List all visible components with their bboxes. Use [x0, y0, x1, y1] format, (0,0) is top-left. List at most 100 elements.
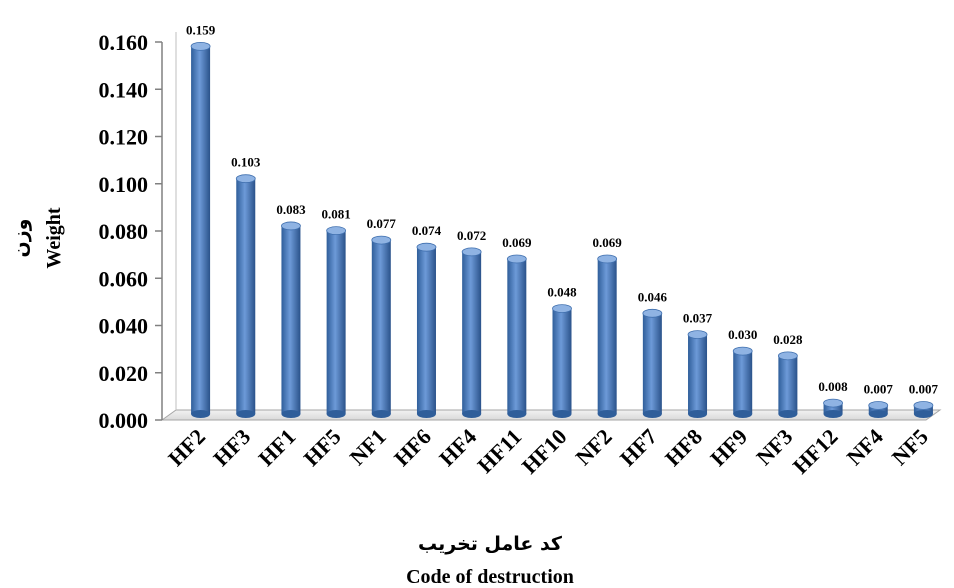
data-label: 0.081: [321, 207, 350, 222]
axes: [155, 32, 942, 421]
chart-floor: [160, 409, 942, 421]
bar-top: [506, 254, 527, 264]
x-tick-label: HF11: [472, 424, 526, 478]
y-tick-label: 0.040: [99, 314, 149, 339]
bar-top: [687, 330, 708, 339]
data-label: 0.028: [773, 332, 803, 347]
bar-base: [236, 410, 256, 418]
data-label: 0.008: [818, 379, 848, 394]
x-tick-label: HF6: [389, 424, 436, 471]
bar-base: [868, 410, 888, 418]
bar: [371, 235, 392, 418]
data-label: 0.072: [457, 228, 486, 243]
bar-base: [823, 410, 843, 418]
data-label: 0.083: [276, 202, 306, 217]
bar: [461, 247, 482, 418]
bar-base: [281, 410, 301, 418]
bar-base: [597, 410, 617, 418]
bar-base: [688, 410, 708, 418]
bar: [416, 242, 437, 418]
x-tick-label: HF5: [299, 424, 346, 471]
bar-body: [552, 308, 572, 414]
data-label: 0.069: [502, 235, 532, 250]
data-label: 0.103: [231, 155, 261, 170]
bar-top: [326, 226, 347, 236]
bar-base: [778, 410, 798, 418]
bar: [506, 254, 527, 418]
data-label: 0.048: [547, 285, 577, 300]
x-tick-label: HF12: [788, 424, 843, 479]
bar-body: [462, 251, 482, 414]
bar: [687, 330, 708, 418]
x-tick-label: HF1: [253, 424, 300, 471]
x-tick-label: HF3: [208, 424, 255, 471]
bar-top: [823, 398, 843, 408]
bar: [552, 304, 572, 418]
bar-base: [733, 410, 753, 418]
bar-body: [823, 403, 843, 414]
bar-body: [507, 258, 527, 414]
bar-base: [416, 410, 436, 418]
y-tick-label: 0.080: [99, 219, 149, 244]
bar-base: [642, 410, 662, 418]
y-axis-title: Weight: [43, 207, 65, 268]
y-axis-title-persian: وزن: [10, 219, 32, 258]
bar: [868, 401, 889, 418]
bar-base: [507, 410, 527, 418]
y-tick-label: 0.120: [99, 125, 149, 150]
data-label: 0.046: [638, 289, 668, 304]
bar-body: [688, 334, 708, 414]
bar: [281, 221, 301, 418]
bar-body: [236, 178, 256, 414]
bar-top: [416, 242, 437, 252]
bar-top: [913, 401, 934, 410]
bar: [190, 41, 211, 418]
data-label: 0.037: [683, 311, 713, 326]
bar-top: [461, 247, 482, 257]
data-label: 0.077: [367, 216, 397, 231]
x-tick-label: NF4: [842, 424, 888, 470]
bar-top: [190, 41, 211, 51]
bar-base: [552, 410, 572, 418]
x-tick-label: NF2: [571, 424, 617, 470]
bar-top: [642, 308, 663, 318]
bar-body: [191, 46, 211, 415]
bar-top: [552, 304, 572, 314]
bar-base: [191, 410, 211, 418]
bar-body: [642, 313, 662, 414]
bar: [777, 351, 798, 418]
y-tick-label: 0.000: [99, 408, 149, 433]
bar: [823, 398, 843, 418]
x-tick-label: HF2: [163, 424, 210, 471]
bar-body: [281, 225, 301, 414]
x-tick-label: HF10: [517, 424, 572, 479]
x-tick-label: NF1: [345, 424, 391, 470]
bar-base: [462, 410, 482, 418]
bar-body: [326, 230, 346, 414]
x-axis-title: Code of destruction: [406, 566, 574, 588]
data-label: 0.007: [864, 381, 894, 396]
bars: [190, 41, 934, 418]
bar-body: [778, 355, 798, 414]
bar-top: [281, 221, 301, 231]
bar-top: [732, 346, 753, 356]
bar: [235, 174, 256, 418]
bar-body: [416, 247, 436, 414]
data-label: 0.159: [186, 22, 216, 37]
data-label: 0.007: [909, 381, 939, 396]
y-tick-label: 0.140: [99, 77, 149, 102]
bar-base: [913, 410, 933, 418]
bar-body: [597, 258, 617, 414]
bar-top: [597, 254, 618, 264]
x-tick-label: HF8: [660, 424, 707, 471]
bar-base: [326, 410, 346, 418]
bar-body: [733, 351, 753, 414]
bar-body: [371, 240, 391, 414]
data-label: 0.074: [412, 223, 442, 238]
bar-top: [868, 401, 889, 410]
y-tick-label: 0.060: [99, 266, 149, 291]
bar-top: [777, 351, 798, 361]
x-tick-label: NF5: [887, 424, 933, 470]
bar-top: [371, 235, 392, 245]
